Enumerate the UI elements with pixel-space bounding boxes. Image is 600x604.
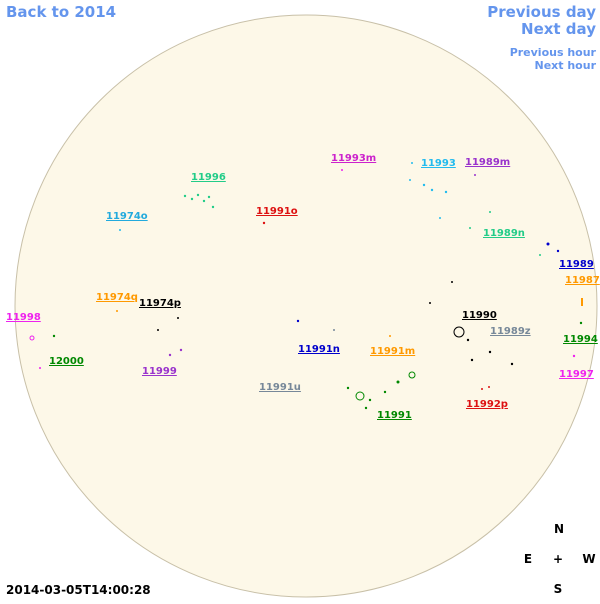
region-label[interactable]: 11992p — [466, 399, 508, 410]
region-label[interactable]: 12000 — [49, 356, 84, 367]
back-link[interactable]: Back to 2014 — [6, 3, 116, 21]
compass-north: N — [554, 522, 564, 536]
compass-center: + — [553, 552, 563, 566]
region-label[interactable]: 11989 — [559, 259, 594, 270]
timestamp: 2014-03-05T14:00:28 — [6, 583, 151, 597]
next-hour-link[interactable]: Next hour — [535, 59, 597, 72]
region-label[interactable]: 11974o — [106, 211, 148, 222]
compass-south: S — [554, 582, 563, 596]
region-label[interactable]: 11989m — [465, 157, 510, 168]
region-label[interactable]: 11974q — [96, 292, 138, 303]
region-label[interactable]: 11999 — [142, 366, 177, 377]
compass-west: W — [582, 552, 595, 566]
region-label[interactable]: 11989z — [490, 326, 531, 337]
sunspots — [29, 162, 583, 410]
compass: N E + W S — [524, 522, 596, 596]
region-label[interactable]: 11994 — [563, 334, 598, 345]
region-label[interactable]: 11996 — [191, 172, 226, 183]
region-label[interactable]: 11997 — [559, 369, 594, 380]
region-label[interactable]: 11987 — [565, 275, 600, 286]
region-label[interactable]: 11990 — [462, 310, 497, 321]
region-label[interactable]: 11993 — [421, 158, 456, 169]
region-label[interactable]: 11998 — [6, 312, 41, 323]
region-labels: 11996 11993m 11993 11989m 11974o 11991o 11989n… — [6, 153, 600, 421]
region-label[interactable]: 11991u — [259, 382, 301, 393]
region-label[interactable]: 11974p — [139, 298, 181, 309]
region-label[interactable]: 11991m — [370, 346, 415, 357]
region-label[interactable]: 11991o — [256, 206, 298, 217]
solar-disk — [14, 14, 598, 598]
region-label[interactable]: 11991n — [298, 344, 340, 355]
region-label[interactable]: 11991 — [377, 410, 412, 421]
region-label[interactable]: 11989n — [483, 228, 525, 239]
next-day-link[interactable]: Next day — [521, 20, 596, 38]
previous-day-link[interactable]: Previous day — [487, 3, 596, 21]
compass-east: E — [524, 552, 532, 566]
region-label[interactable]: 11993m — [331, 153, 376, 164]
previous-hour-link[interactable]: Previous hour — [510, 46, 597, 59]
